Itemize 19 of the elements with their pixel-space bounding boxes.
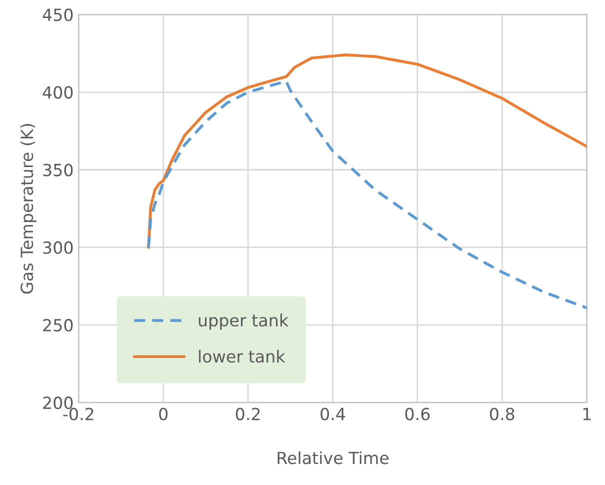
- y-tick-label: 300: [43, 241, 73, 254]
- line-series: [147, 80, 587, 310]
- x-tick-label: 0.6: [405, 408, 430, 420]
- x-axis-title: Relative Time: [278, 451, 389, 464]
- y-tick-label: 200: [43, 396, 73, 410]
- legend-label: lower tank: [199, 350, 286, 363]
- line-series: [147, 54, 587, 249]
- y-tick-label: 250: [43, 318, 73, 332]
- x-tick-label: 1: [583, 408, 591, 420]
- x-tick-label: 0.8: [490, 408, 514, 420]
- y-axis-title: Gas Temperature (K): [20, 124, 36, 294]
- y-tick-label: 450: [42, 8, 73, 22]
- x-tick-label: 0.4: [320, 408, 346, 420]
- x-tick-label: 0: [159, 408, 168, 420]
- x-tick-label: 0.2: [236, 408, 260, 420]
- y-tick-label: 400: [42, 86, 73, 99]
- x-tick-label: -0.2: [63, 408, 94, 420]
- y-tick-label: 350: [43, 164, 73, 176]
- legend-label: upper tank: [198, 314, 289, 330]
